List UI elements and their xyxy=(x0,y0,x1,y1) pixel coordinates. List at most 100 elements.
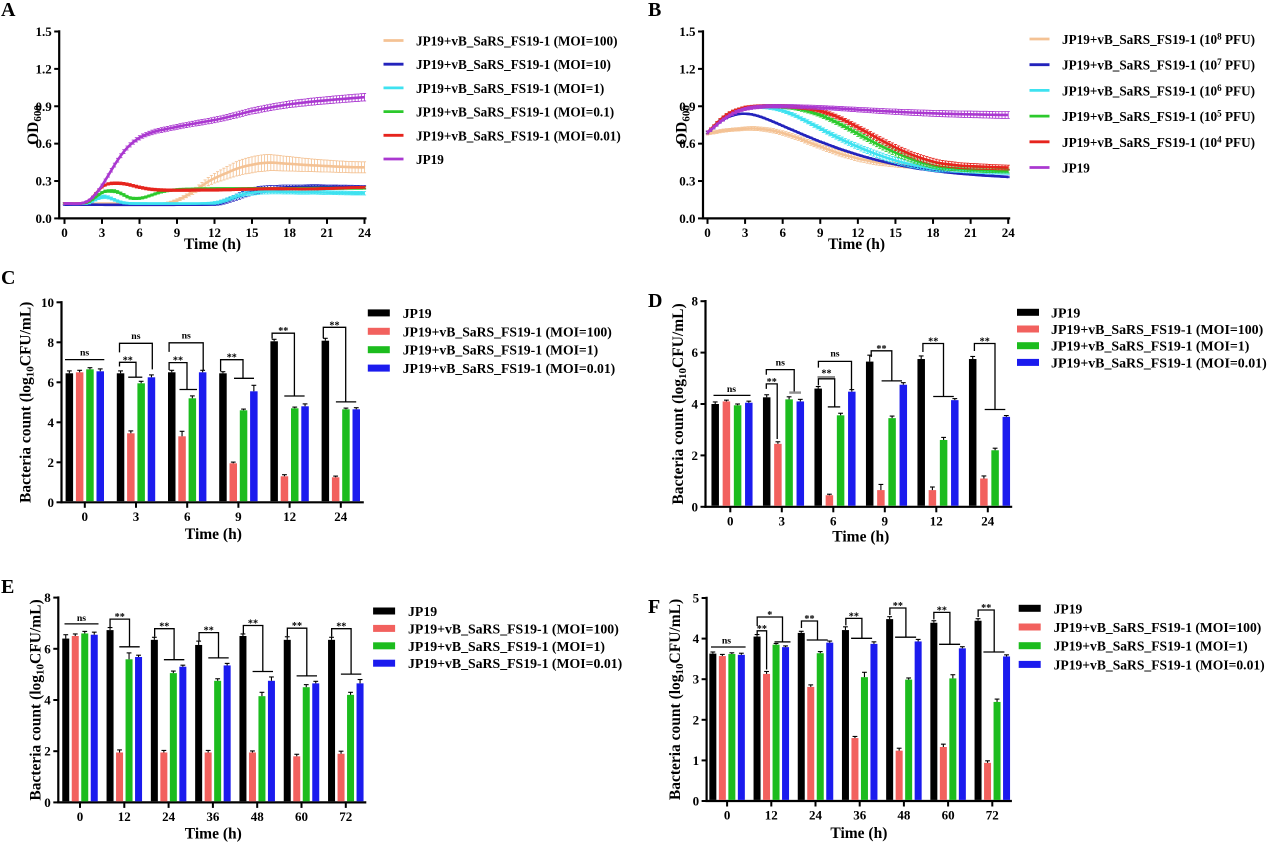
svg-text:**: ** xyxy=(173,356,183,367)
svg-text:**: ** xyxy=(849,611,859,622)
svg-text:JP19: JP19 xyxy=(416,152,444,167)
svg-text:JP19+vB_SaRS_FS19-1 (105 PFU): JP19+vB_SaRS_FS19-1 (105 PFU) xyxy=(1062,109,1255,125)
svg-text:6: 6 xyxy=(830,513,837,528)
svg-text:D: D xyxy=(648,290,662,312)
svg-text:C: C xyxy=(1,267,15,289)
svg-text:1.2: 1.2 xyxy=(35,61,51,76)
svg-text:**: ** xyxy=(804,614,814,625)
svg-text:0: 0 xyxy=(693,794,700,809)
svg-text:Bacteria count (log10CFU/mL): Bacteria count (log10CFU/mL) xyxy=(667,599,686,800)
svg-text:0: 0 xyxy=(724,808,731,823)
svg-text:JP19: JP19 xyxy=(1051,306,1080,321)
svg-text:JP19+vB_SaRS_FS19-1 (MOI=0.1): JP19+vB_SaRS_FS19-1 (MOI=0.1) xyxy=(416,105,614,120)
svg-text:12: 12 xyxy=(283,509,296,524)
svg-text:60: 60 xyxy=(295,809,308,824)
svg-text:0: 0 xyxy=(82,509,89,524)
svg-text:ns: ns xyxy=(722,636,731,647)
svg-text:ns: ns xyxy=(776,357,785,368)
svg-text:0.3: 0.3 xyxy=(679,174,696,189)
svg-text:6: 6 xyxy=(136,225,143,240)
svg-text:3: 3 xyxy=(133,509,140,524)
svg-text:0.3: 0.3 xyxy=(35,174,52,189)
svg-text:0: 0 xyxy=(727,513,734,528)
svg-text:**: ** xyxy=(204,626,214,637)
svg-text:3: 3 xyxy=(779,513,786,528)
svg-text:Time (h): Time (h) xyxy=(185,826,242,843)
svg-text:21: 21 xyxy=(964,225,977,240)
svg-text:2: 2 xyxy=(48,455,55,470)
svg-text:B: B xyxy=(648,0,661,21)
svg-text:ns: ns xyxy=(131,331,140,342)
svg-text:4: 4 xyxy=(692,397,699,412)
svg-text:JP19+vB_SaRS_FS19-1 (MOI=0.01): JP19+vB_SaRS_FS19-1 (MOI=0.01) xyxy=(416,128,621,143)
svg-text:JP19+vB_SaRS_FS19-1 (MOI=100): JP19+vB_SaRS_FS19-1 (MOI=100) xyxy=(1054,620,1262,636)
svg-text:0.9: 0.9 xyxy=(679,99,696,114)
svg-text:0.0: 0.0 xyxy=(35,211,51,226)
svg-text:60: 60 xyxy=(942,808,955,823)
svg-text:36: 36 xyxy=(206,809,220,824)
svg-text:Time (h): Time (h) xyxy=(828,236,885,253)
svg-text:**: ** xyxy=(248,619,258,630)
svg-text:6: 6 xyxy=(692,345,699,360)
svg-text:**: ** xyxy=(767,377,777,388)
svg-text:3: 3 xyxy=(693,672,700,687)
svg-text:JP19+vB_SaRS_FS19-1 (107 PFU): JP19+vB_SaRS_FS19-1 (107 PFU) xyxy=(1062,57,1255,73)
svg-text:**: ** xyxy=(123,355,133,366)
svg-text:**: ** xyxy=(115,612,125,623)
svg-text:9: 9 xyxy=(817,225,824,240)
svg-text:**: ** xyxy=(981,603,991,614)
svg-text:JP19+vB_SaRS_FS19-1 (108 PFU): JP19+vB_SaRS_FS19-1 (108 PFU) xyxy=(1062,32,1255,48)
svg-text:48: 48 xyxy=(897,808,911,823)
svg-text:9: 9 xyxy=(882,513,889,528)
svg-text:1.5: 1.5 xyxy=(35,24,52,39)
svg-text:6: 6 xyxy=(779,225,786,240)
svg-text:4: 4 xyxy=(693,631,700,646)
svg-text:A: A xyxy=(1,0,16,21)
svg-text:3: 3 xyxy=(99,225,106,240)
svg-text:0.9: 0.9 xyxy=(35,99,52,114)
svg-text:0: 0 xyxy=(48,495,55,510)
svg-text:Time (h): Time (h) xyxy=(832,529,889,546)
svg-text:1: 1 xyxy=(693,753,700,768)
svg-text:**: ** xyxy=(159,622,169,633)
svg-text:**: ** xyxy=(227,353,237,364)
svg-text:6: 6 xyxy=(184,509,191,524)
svg-text:15: 15 xyxy=(889,225,903,240)
svg-text:24: 24 xyxy=(334,509,348,524)
svg-text:Bacteria count (log10CFU/mL): Bacteria count (log10CFU/mL) xyxy=(670,303,689,504)
svg-text:12: 12 xyxy=(765,808,778,823)
svg-text:0.6: 0.6 xyxy=(679,136,696,151)
svg-text:2: 2 xyxy=(692,448,699,463)
svg-text:24: 24 xyxy=(981,513,995,528)
svg-text:0: 0 xyxy=(704,225,711,240)
svg-text:ns: ns xyxy=(80,348,89,359)
svg-text:0: 0 xyxy=(77,809,84,824)
svg-text:0.6: 0.6 xyxy=(35,136,52,151)
svg-text:**: ** xyxy=(757,624,767,635)
svg-text:JP19+vB_SaRS_FS19-1 (104 PFU): JP19+vB_SaRS_FS19-1 (104 PFU) xyxy=(1062,134,1255,150)
svg-text:JP19+vB_SaRS_FS19-1 (MOI=10): JP19+vB_SaRS_FS19-1 (MOI=10) xyxy=(416,57,611,72)
svg-text:**: ** xyxy=(278,326,288,337)
svg-text:**: ** xyxy=(292,621,302,632)
svg-text:**: ** xyxy=(980,337,990,348)
svg-text:Bacteria count (log10CFU/mL): Bacteria count (log10CFU/mL) xyxy=(28,599,47,800)
svg-text:JP19: JP19 xyxy=(1054,601,1083,616)
svg-text:2: 2 xyxy=(44,744,51,759)
svg-text:12: 12 xyxy=(208,225,221,240)
svg-text:0: 0 xyxy=(61,225,68,240)
svg-text:8: 8 xyxy=(48,335,55,350)
svg-text:F: F xyxy=(648,596,660,618)
svg-text:21: 21 xyxy=(321,225,334,240)
svg-text:24: 24 xyxy=(809,808,823,823)
svg-text:JP19+vB_SaRS_FS19-1 (MOI=0.01): JP19+vB_SaRS_FS19-1 (MOI=0.01) xyxy=(403,361,616,377)
svg-text:4: 4 xyxy=(48,415,55,430)
svg-text:JP19: JP19 xyxy=(1062,161,1090,176)
svg-text:4: 4 xyxy=(44,693,51,708)
svg-text:6: 6 xyxy=(44,641,51,656)
svg-text:0.0: 0.0 xyxy=(679,211,695,226)
svg-text:ns: ns xyxy=(727,384,736,395)
svg-text:JP19+vB_SaRS_FS19-1 (MOI=1): JP19+vB_SaRS_FS19-1 (MOI=1) xyxy=(403,343,598,359)
svg-text:JP19+vB_SaRS_FS19-1 (MOI=1): JP19+vB_SaRS_FS19-1 (MOI=1) xyxy=(1051,340,1250,355)
svg-text:JP19+vB_SaRS_FS19-1 (MOI=100): JP19+vB_SaRS_FS19-1 (MOI=100) xyxy=(416,34,618,49)
svg-text:JP19+vB_SaRS_FS19-1 (106 PFU): JP19+vB_SaRS_FS19-1 (106 PFU) xyxy=(1062,83,1255,99)
